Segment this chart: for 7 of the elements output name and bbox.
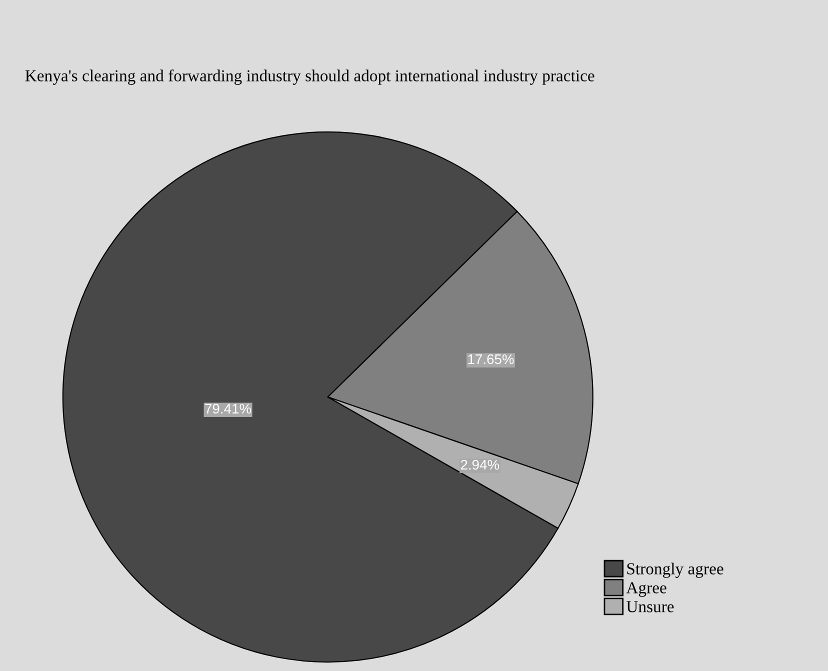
legend-label: Strongly agree <box>627 562 724 578</box>
data-label: 2.94% <box>460 460 500 470</box>
legend-label: Unsure <box>626 601 674 612</box>
chart-title: Kenya's clearing and forwarding industry should adopt international industry practice <box>25 70 594 85</box>
data-label: 79.41% <box>205 404 252 414</box>
legend-label: Agree <box>626 582 666 597</box>
data-label: 17.65% <box>468 354 514 364</box>
